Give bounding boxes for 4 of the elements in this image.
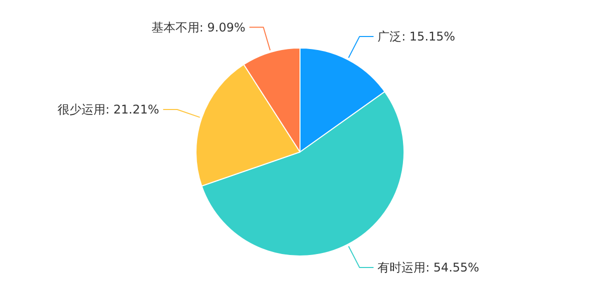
slice-label: 有时运用: 54.55%: [378, 260, 480, 275]
slice-label: 广泛: 15.15%: [378, 29, 456, 44]
slice-label: 基本不用: 9.09%: [151, 20, 246, 34]
slice-label: 很少运用: 21.21%: [58, 102, 160, 116]
